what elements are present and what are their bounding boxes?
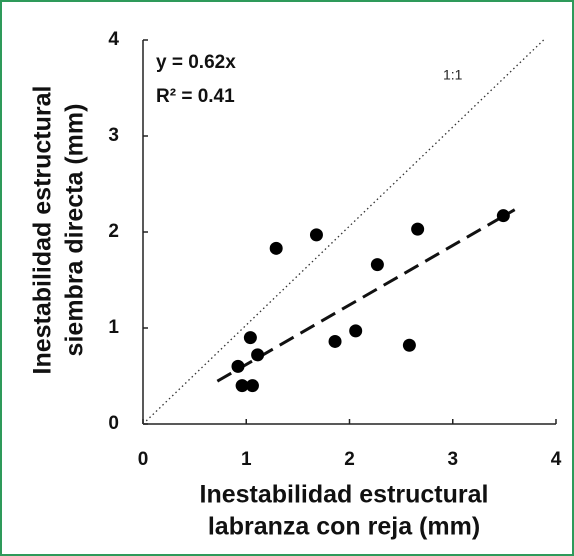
x-tick-label: 1	[241, 449, 252, 470]
y-tick-label: 0	[108, 413, 119, 434]
data-point	[370, 258, 384, 272]
x-tick-label: 3	[447, 449, 458, 470]
y-tick-label: 3	[108, 125, 119, 146]
y-tick-label: 2	[108, 221, 119, 242]
data-point	[328, 334, 342, 348]
trend-line	[216, 208, 516, 383]
data-point	[269, 241, 283, 255]
trend-equation: y = 0.62x	[156, 52, 236, 73]
x-tick-label: 0	[138, 449, 149, 470]
y-axis-label: Inestabilidad estructural	[29, 86, 57, 375]
data-point	[245, 379, 259, 393]
data-point	[496, 209, 510, 223]
data-point	[235, 379, 249, 393]
data-point	[402, 338, 416, 352]
data-point	[349, 324, 363, 338]
identity-label: 1:1	[443, 67, 463, 83]
x-axis-label: Inestabilidad estructural	[200, 481, 489, 509]
data-point	[251, 348, 265, 362]
y-axis-label: siembra directa (mm)	[61, 104, 89, 357]
data-point	[231, 359, 245, 373]
data-point	[411, 222, 425, 236]
data-point	[309, 228, 323, 242]
x-tick-label: 4	[551, 449, 562, 470]
y-tick-label: 4	[108, 29, 119, 50]
y-tick-label: 1	[108, 317, 119, 338]
r-squared: R² = 0.41	[156, 86, 235, 107]
x-axis-label: labranza con reja (mm)	[208, 513, 480, 541]
data-point	[243, 331, 257, 345]
x-tick-label: 2	[344, 449, 355, 470]
